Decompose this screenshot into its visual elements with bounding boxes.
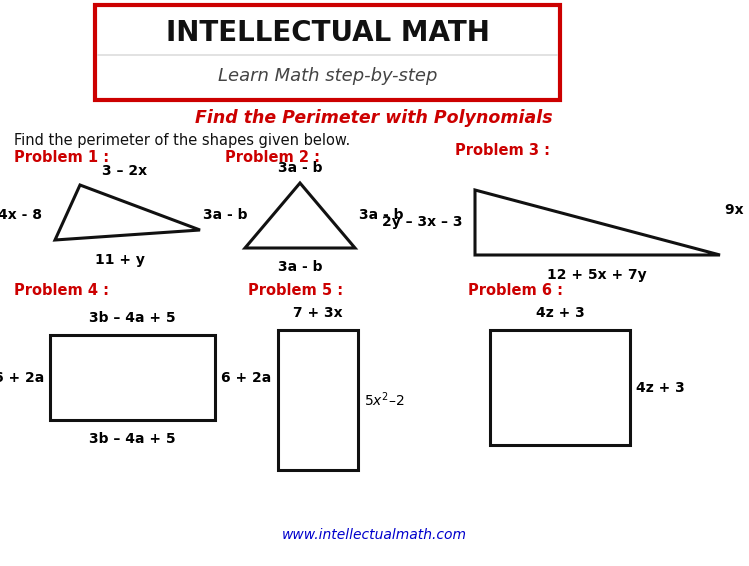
- Text: 6 + 2a: 6 + 2a: [0, 371, 44, 384]
- Text: Find the perimeter of the shapes given below.: Find the perimeter of the shapes given b…: [14, 132, 351, 148]
- Text: 3a - b: 3a - b: [278, 260, 322, 274]
- Text: 9x – 3y + 2: 9x – 3y + 2: [725, 203, 749, 217]
- Bar: [278, 330, 358, 470]
- Bar: [50, 335, 215, 420]
- Text: 3b – 4a + 5: 3b – 4a + 5: [89, 311, 176, 325]
- Text: 7 + 3x: 7 + 3x: [293, 306, 343, 320]
- Text: 3b – 4a + 5: 3b – 4a + 5: [89, 432, 176, 446]
- Bar: [490, 330, 630, 445]
- Text: Problem 2 :: Problem 2 :: [225, 150, 320, 165]
- Text: Problem 1 :: Problem 1 :: [14, 150, 109, 165]
- Text: 3 – 2x: 3 – 2x: [103, 164, 148, 178]
- Text: www.intellectualmath.com: www.intellectualmath.com: [282, 528, 467, 542]
- Text: Problem 4 :: Problem 4 :: [14, 283, 109, 298]
- Text: Problem 5 :: Problem 5 :: [248, 283, 343, 298]
- Text: 12 + 5x + 7y: 12 + 5x + 7y: [548, 268, 647, 282]
- Text: 3a - b: 3a - b: [359, 208, 404, 222]
- Text: 4z + 3: 4z + 3: [536, 306, 584, 320]
- Text: 6 + 2a: 6 + 2a: [221, 371, 271, 384]
- Text: INTELLECTUAL MATH: INTELLECTUAL MATH: [166, 19, 489, 47]
- Text: 4x - 8: 4x - 8: [0, 208, 42, 222]
- Text: Find the Perimeter with Polynomials: Find the Perimeter with Polynomials: [195, 109, 553, 127]
- Text: Learn Math step-by-step: Learn Math step-by-step: [218, 67, 437, 85]
- Text: $5x^2 – 2$: $5x^2 – 2$: [364, 391, 404, 409]
- Text: 4z + 3: 4z + 3: [636, 380, 685, 395]
- Bar: [95, 5, 560, 100]
- Text: Problem 6 :: Problem 6 :: [468, 283, 563, 298]
- Text: 2y – 3x – 3: 2y – 3x – 3: [381, 215, 462, 229]
- Text: 3a - b: 3a - b: [278, 161, 322, 175]
- Text: 11 + y: 11 + y: [95, 253, 145, 267]
- Text: Problem 3 :: Problem 3 :: [455, 143, 550, 158]
- Text: 3a - b: 3a - b: [203, 208, 247, 222]
